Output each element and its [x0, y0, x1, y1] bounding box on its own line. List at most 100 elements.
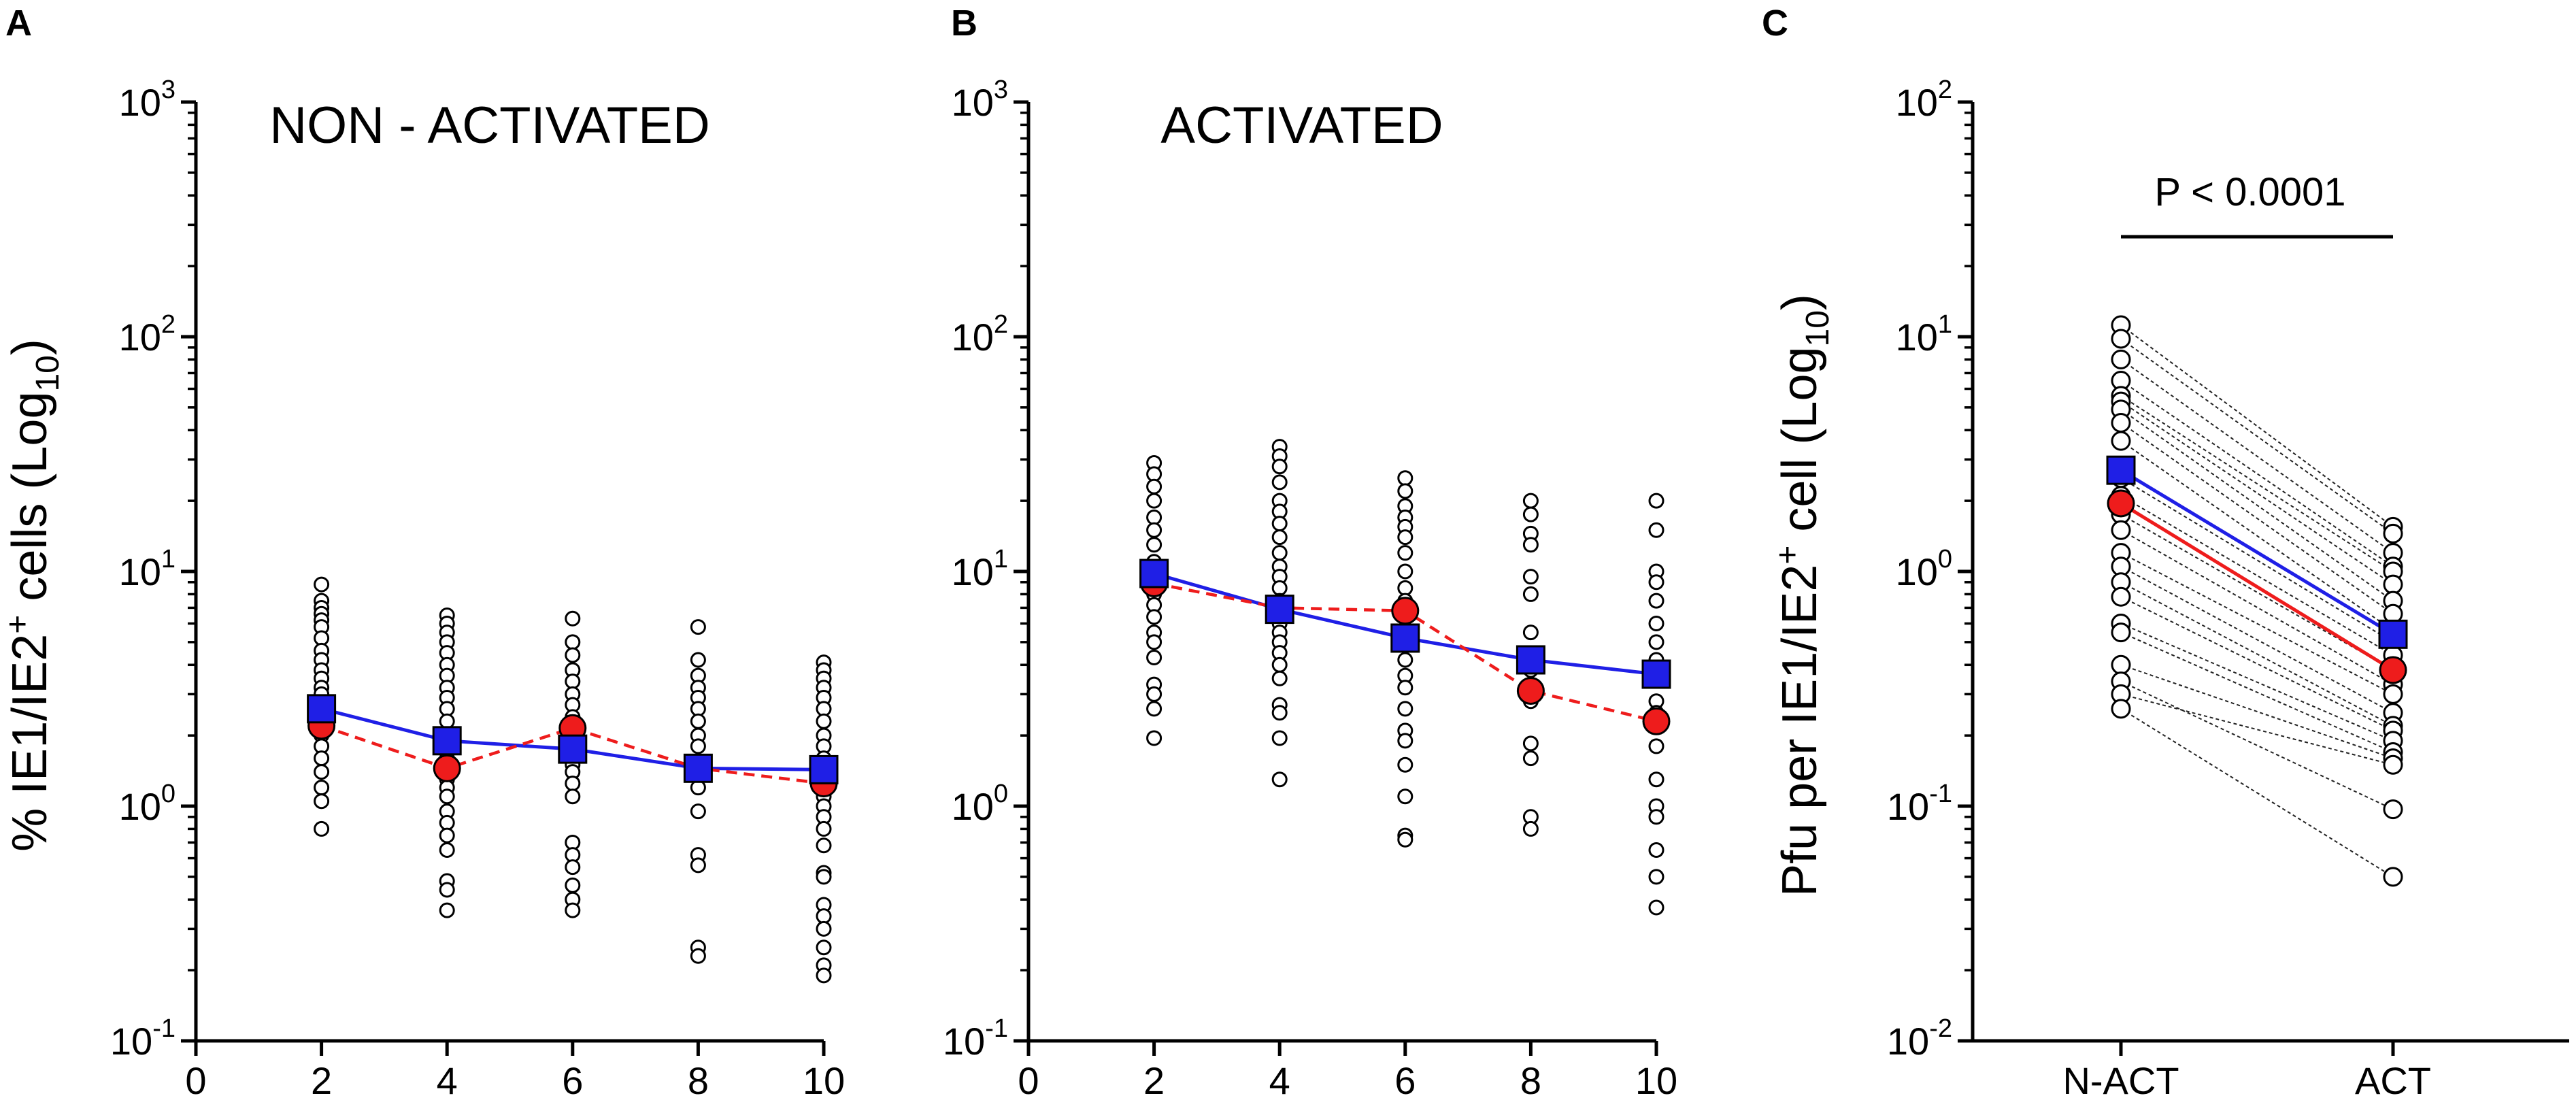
panel-c-pair-line	[2120, 325, 2394, 528]
panel-b-median-marker	[1516, 676, 1545, 705]
panel-c-data-point	[2383, 867, 2403, 887]
panel-b-data-point	[1522, 493, 1539, 509]
panel-c-y-tick-base: 10	[1887, 1020, 1929, 1063]
panel-a-y-tick-base: 10	[119, 81, 161, 124]
panel-b-data-point	[1397, 652, 1414, 668]
panel-c-y-tick-base: 10	[1887, 785, 1929, 828]
panel-c-y-axis-label: Pfu per IE1/IE2+ cell (Log10)	[1770, 294, 1836, 897]
panel-a-data-point	[565, 859, 581, 876]
panel-a-data-point	[816, 920, 832, 937]
panel-c-data-point	[2111, 586, 2131, 607]
panel-b-data-point	[1397, 529, 1414, 546]
panel-b-data-point	[1397, 545, 1414, 561]
panel-c-median-marker	[2107, 489, 2135, 518]
panel-c-category-label: ACT	[2355, 1059, 2431, 1098]
panel-c-y-tick-exp: 0	[1938, 545, 1952, 573]
panel-c-ylabel-close: )	[1773, 294, 1827, 310]
panel-c-y-tick-label: 100	[1896, 545, 1952, 593]
panel-b-data-point	[1648, 522, 1665, 538]
panel-b-data-point	[1397, 563, 1414, 580]
panel-c-pair-line	[2120, 552, 2394, 695]
panel-a-ylabel-main: % IE1/IE2	[3, 634, 57, 852]
panel-a-data-point	[816, 869, 832, 885]
panel-b-data-point	[1146, 649, 1162, 665]
panel-a-ylabel-tail: cells (Log	[3, 392, 57, 615]
panel-b-data-point	[1271, 545, 1288, 561]
panel-a-data-point	[565, 634, 581, 650]
panel-c-category-label: N-ACT	[2062, 1059, 2179, 1098]
panel-c-pair-line	[2120, 495, 2394, 656]
panel-b-data-point	[1146, 478, 1162, 495]
panel-b-y-tick-base: 10	[952, 550, 994, 593]
panel-b-data-point	[1648, 574, 1665, 590]
panel-b-data-point	[1397, 788, 1414, 805]
panel-b-data-point	[1271, 670, 1288, 686]
panel-b-y-tick-label: 100	[952, 780, 1008, 828]
panel-a-x-tick-label: 4	[437, 1059, 458, 1098]
panel-c-y-tick-base: 10	[1896, 550, 1938, 593]
panel-b-y-tick-label: 10-1	[943, 1014, 1008, 1063]
panel-c-pair-line	[2120, 708, 2394, 878]
panel-c-median-marker	[2379, 656, 2407, 684]
panel-b-data-point	[1271, 730, 1288, 746]
panel-a-data-point	[816, 820, 832, 837]
panel-a-data-point	[314, 820, 330, 837]
panel-a-data-point	[565, 788, 581, 805]
panel-a-mean-marker	[307, 694, 337, 724]
panel-b-x-tick-label: 0	[1018, 1059, 1039, 1098]
panel-c-pair-line	[2120, 622, 2394, 742]
panel-c-pair-line	[2120, 395, 2394, 572]
panel-b-data-point	[1146, 522, 1162, 538]
panel-b-data-point	[1522, 625, 1539, 641]
panel-a-data-point	[314, 764, 330, 780]
panel-a-data-point	[816, 967, 832, 984]
panel-a-data-point	[439, 902, 455, 918]
panel-b-x-tick-label: 4	[1269, 1059, 1290, 1098]
panel-a-data-point	[439, 814, 455, 831]
panel-b-data-point	[1648, 493, 1665, 509]
panel-a-data-point	[314, 793, 330, 810]
panel-c-data-point	[2111, 654, 2131, 675]
panel-a-x-tick-label: 2	[311, 1059, 332, 1098]
panel-a-ylabel-sub: 10	[30, 355, 66, 391]
panel-a-y-axis-label: % IE1/IE2+ cells (Log10)	[0, 339, 66, 852]
panel-b-data-point	[1271, 529, 1288, 546]
panel-b-data-point	[1648, 738, 1665, 754]
panel-b-y-tick-exp: 1	[994, 545, 1008, 573]
panel-c-data-point	[2383, 523, 2403, 544]
panel-a-data-point	[439, 842, 455, 859]
panel-b-x-tick-label: 2	[1143, 1059, 1165, 1098]
panel-b-data-point	[1397, 580, 1414, 596]
panel-b-y-tick-base: 10	[952, 785, 994, 828]
panel-c-y-tick-label: 102	[1896, 76, 1952, 124]
panel-c-pair-line	[2120, 338, 2394, 535]
panel-c-y-tick-exp: 2	[1938, 76, 1952, 104]
panel-c-pair-line	[2120, 409, 2394, 601]
panel-b-data-point	[1271, 705, 1288, 721]
panel-c-pair-line	[2120, 440, 2394, 631]
panel-c-data-point	[2383, 684, 2403, 704]
panel-b-data-point	[1271, 516, 1288, 532]
panel-b-data-point	[1397, 680, 1414, 696]
panel-c-y-tick-exp: 1	[1938, 310, 1952, 339]
panel-b-mean-marker	[1390, 623, 1420, 653]
panel-b-y-tick-exp: 3	[994, 76, 1008, 104]
panel-a-data-point	[439, 713, 455, 729]
panel-a-y-tick-exp: 0	[161, 780, 175, 808]
panel-c-y-tick-label: 101	[1896, 310, 1952, 359]
panel-c-mean-marker	[2106, 455, 2136, 485]
panel-a-data-point	[816, 939, 832, 956]
panel-b-data-point	[1397, 733, 1414, 749]
panel-c-pair-line	[2120, 359, 2394, 554]
panel-a: A NON - ACTIVATED % IE1/IE2+ cells (Log1…	[0, 3, 845, 1098]
panel-a-label: A	[5, 3, 32, 44]
panel-a-median-marker	[433, 754, 461, 782]
panel-c-data-point	[2111, 412, 2131, 433]
panel-b-data-point	[1648, 809, 1665, 825]
panel-a-data-point	[565, 610, 581, 627]
panel-c: C Pfu per IE1/IE2+ cell (Log10) P < 0.00…	[1762, 3, 2569, 1098]
panel-a-x-tick-label: 10	[803, 1059, 845, 1098]
panel-a-mean-marker	[683, 753, 713, 783]
panel-a-data-point	[314, 750, 330, 767]
